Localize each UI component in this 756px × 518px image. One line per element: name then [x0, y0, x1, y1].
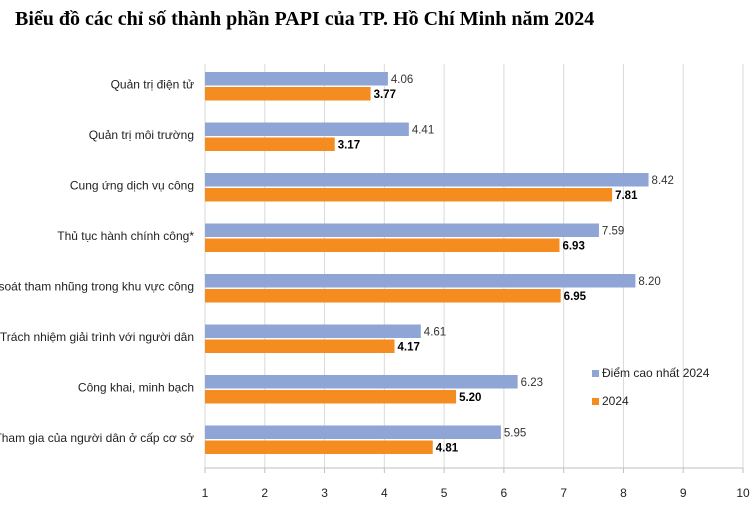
legend-label: 2024 [602, 394, 629, 408]
bar-highest-2024 [205, 274, 636, 288]
bar-2024 [205, 339, 395, 353]
x-tick-label: 5 [441, 486, 448, 500]
bar-highest-2024 [205, 425, 501, 439]
bar-2024 [205, 289, 561, 303]
data-label: 3.17 [338, 139, 360, 151]
data-label: 8.20 [638, 276, 660, 288]
category-label: Kiểm soát tham nhũng trong khu vực công [0, 280, 194, 294]
data-label: 7.81 [615, 190, 638, 202]
x-tick-label: 9 [680, 486, 687, 500]
data-label: 8.42 [652, 175, 674, 187]
bar-highest-2024 [205, 223, 599, 237]
bar-2024 [205, 440, 433, 454]
bar-2024 [205, 238, 560, 252]
chart-title: Biểu đồ các chỉ số thành phần PAPI của T… [15, 8, 595, 30]
data-label: 4.06 [391, 74, 413, 86]
bar-highest-2024 [205, 324, 421, 338]
bar-2024 [205, 87, 371, 101]
category-label: Công khai, minh bạch [78, 381, 194, 395]
x-tick-label: 3 [321, 486, 328, 500]
category-label: Quản trị môi trường [89, 128, 194, 142]
data-label: 4.81 [436, 442, 459, 454]
legend: Điểm cao nhất 2024 2024 [592, 366, 710, 408]
x-tick-label: 10 [736, 486, 750, 500]
legend-swatch [592, 370, 599, 377]
x-tick-label: 8 [620, 486, 627, 500]
category-label: Quản trị điện tử [111, 78, 194, 92]
data-label: 4.61 [424, 326, 446, 338]
legend-swatch [592, 398, 599, 405]
bar-highest-2024 [205, 122, 409, 136]
bar-highest-2024 [205, 173, 649, 187]
data-label: 6.95 [564, 291, 587, 303]
bar-2024 [205, 137, 335, 151]
bar-2024 [205, 188, 613, 202]
x-tick-label: 7 [560, 486, 567, 500]
data-label: 6.23 [521, 377, 543, 389]
category-label: Trách nhiệm giải trình với người dân [0, 330, 194, 344]
bar-highest-2024 [205, 72, 388, 86]
category-label: Thủ tục hành chính công* [57, 229, 194, 243]
category-label: Cung ứng dịch vụ công [70, 179, 194, 193]
bar-2024 [205, 390, 457, 404]
x-tick-label: 4 [381, 486, 388, 500]
category-label: Tham gia của người dân ở cấp cơ sở [0, 431, 194, 445]
x-tick-label: 6 [501, 486, 508, 500]
data-label: 7.59 [602, 225, 624, 237]
x-tick-label: 2 [261, 486, 268, 500]
legend-label: Điểm cao nhất 2024 [602, 366, 710, 380]
bar-highest-2024 [205, 375, 518, 389]
data-label: 3.77 [374, 89, 396, 101]
data-label: 5.95 [504, 427, 526, 439]
data-label: 5.20 [459, 392, 481, 404]
labels: 1 2 3 4 5 6 7 8 9 10 4.06 3.77 Quản trị điện tử 4.41 3… [0, 74, 750, 500]
x-tick-label: 1 [202, 486, 209, 500]
bars [205, 72, 649, 454]
data-label: 6.93 [562, 240, 584, 252]
data-label: 4.41 [412, 124, 434, 136]
data-label: 4.17 [397, 341, 419, 353]
